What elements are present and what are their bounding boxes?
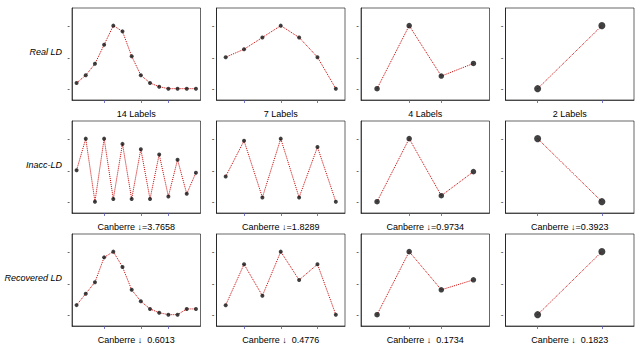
svg-text:7 Labels: 7 Labels <box>264 109 299 119</box>
svg-text:-: - <box>67 134 70 143</box>
svg-text:-: - <box>356 310 359 319</box>
svg-text:-: - <box>67 84 70 93</box>
svg-text:-: - <box>67 247 70 256</box>
svg-text:-: - <box>356 247 359 256</box>
svg-text:-: - <box>356 166 359 175</box>
svg-text:-: - <box>212 197 215 206</box>
svg-text:2 Labels: 2 Labels <box>553 109 588 119</box>
svg-text:14 Labels: 14 Labels <box>117 109 157 119</box>
svg-text:Recovered LD: Recovered LD <box>4 273 62 283</box>
svg-text:-: - <box>212 84 215 93</box>
svg-text:-: - <box>212 53 215 62</box>
svg-text:-: - <box>501 21 504 30</box>
svg-text:-: - <box>67 21 70 30</box>
svg-text:-: - <box>67 166 70 175</box>
svg-text:-: - <box>356 134 359 143</box>
svg-text:-: - <box>501 197 504 206</box>
svg-text:Canberre ↓=1.8289: Canberre ↓=1.8289 <box>242 222 319 232</box>
svg-text:-: - <box>212 310 215 319</box>
svg-text:Canberre ↓ 0.6013: Canberre ↓ 0.6013 <box>98 335 175 345</box>
svg-text:-: - <box>212 166 215 175</box>
svg-text:-: - <box>212 279 215 288</box>
svg-text:Canberre ↓ 0.1734: Canberre ↓ 0.1734 <box>387 335 464 345</box>
svg-text:-: - <box>501 166 504 175</box>
svg-text:-: - <box>501 53 504 62</box>
svg-text:-: - <box>356 84 359 93</box>
svg-text:-: - <box>501 310 504 319</box>
svg-text:-: - <box>212 134 215 143</box>
svg-text:-: - <box>356 197 359 206</box>
svg-text:Canberre ↓ 0.4776: Canberre ↓ 0.4776 <box>242 335 319 345</box>
svg-text:-: - <box>356 53 359 62</box>
svg-text:-: - <box>356 21 359 30</box>
svg-text:-: - <box>501 247 504 256</box>
svg-text:Canberre ↓=3.7658: Canberre ↓=3.7658 <box>98 222 175 232</box>
svg-text:-: - <box>501 279 504 288</box>
svg-text:-: - <box>501 134 504 143</box>
svg-text:4 Labels: 4 Labels <box>408 109 443 119</box>
svg-text:-: - <box>67 197 70 206</box>
svg-text:-: - <box>67 53 70 62</box>
svg-text:-: - <box>212 247 215 256</box>
svg-text:Real LD: Real LD <box>29 47 62 57</box>
svg-text:-: - <box>67 310 70 319</box>
svg-text:Canberre ↓ 0.1823: Canberre ↓ 0.1823 <box>531 335 608 345</box>
svg-text:-: - <box>356 279 359 288</box>
svg-text:-: - <box>67 279 70 288</box>
svg-text:Canberre ↓=0.9734: Canberre ↓=0.9734 <box>387 222 464 232</box>
svg-text:Inacc-LD: Inacc-LD <box>26 160 63 170</box>
svg-text:-: - <box>501 84 504 93</box>
svg-text:-: - <box>212 21 215 30</box>
svg-text:Canberre ↓=0.3923: Canberre ↓=0.3923 <box>531 222 608 232</box>
